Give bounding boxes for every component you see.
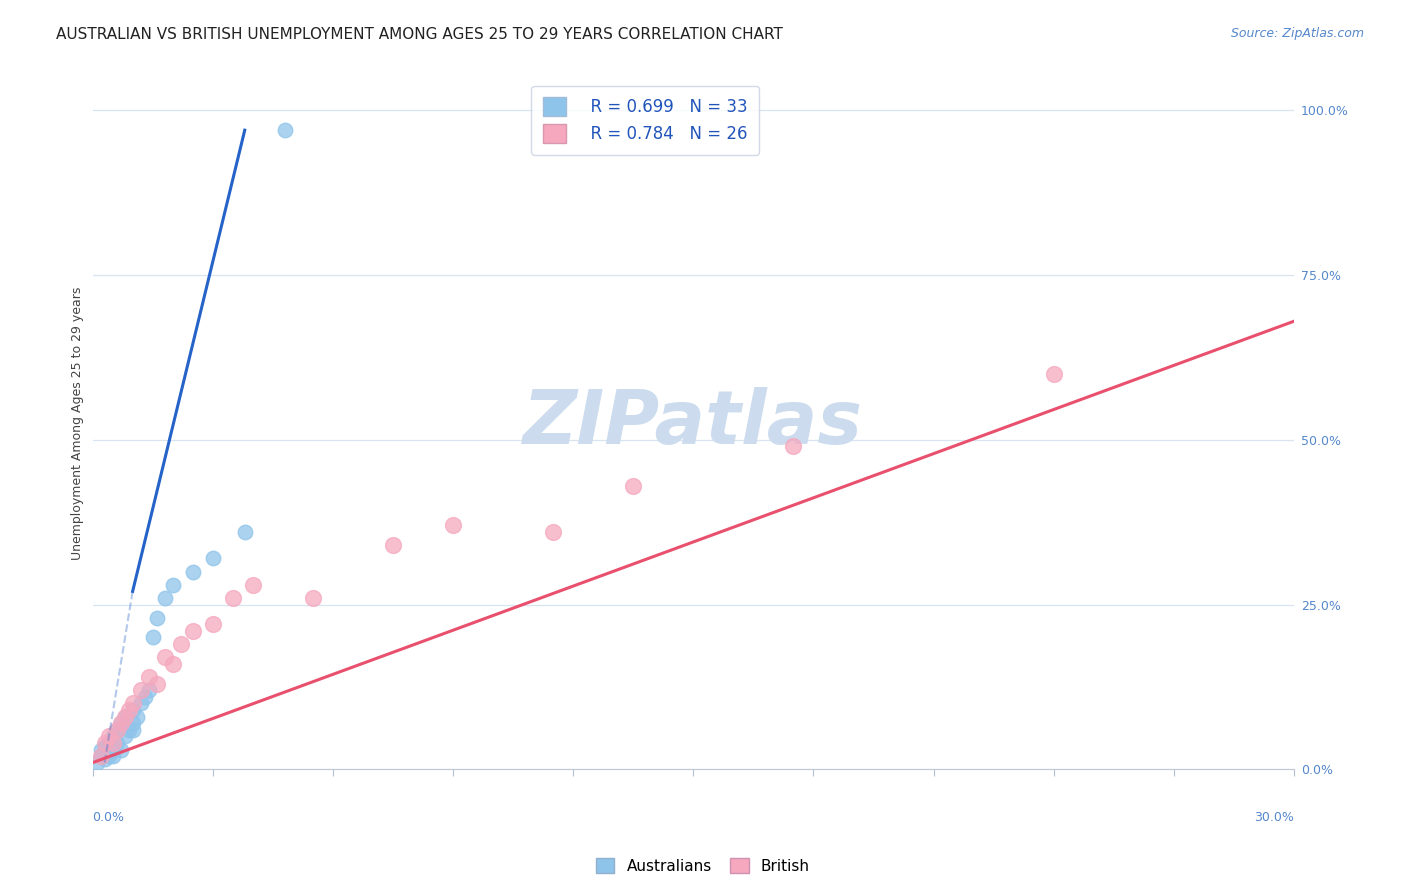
Point — [301, 591, 323, 605]
Point — [125, 709, 148, 723]
Point — [121, 697, 143, 711]
Point — [242, 578, 264, 592]
Point — [181, 565, 204, 579]
Point — [138, 683, 160, 698]
Point — [93, 736, 115, 750]
Point — [110, 716, 132, 731]
Point — [97, 729, 120, 743]
Point — [110, 716, 132, 731]
Point — [93, 739, 115, 754]
Point — [117, 703, 139, 717]
Point — [105, 723, 128, 737]
Point — [129, 697, 152, 711]
Legend: Australians, British: Australians, British — [591, 852, 815, 880]
Point — [93, 746, 115, 760]
Point — [117, 723, 139, 737]
Point — [101, 729, 124, 743]
Point — [222, 591, 245, 605]
Point — [114, 709, 136, 723]
Y-axis label: Unemployment Among Ages 25 to 29 years: Unemployment Among Ages 25 to 29 years — [72, 286, 84, 560]
Point — [170, 637, 193, 651]
Point — [274, 123, 297, 137]
Point — [121, 703, 143, 717]
Point — [142, 631, 165, 645]
Point — [129, 683, 152, 698]
Point — [90, 749, 112, 764]
Point — [121, 723, 143, 737]
Point — [145, 611, 167, 625]
Point — [101, 742, 124, 756]
Point — [101, 749, 124, 764]
Point — [1042, 367, 1064, 381]
Point — [181, 624, 204, 638]
Point — [97, 736, 120, 750]
Point — [441, 518, 464, 533]
Point — [145, 676, 167, 690]
Point — [153, 650, 176, 665]
Point — [201, 551, 224, 566]
Point — [93, 752, 115, 766]
Point — [105, 736, 128, 750]
Point — [201, 617, 224, 632]
Point — [134, 690, 156, 704]
Point — [162, 578, 184, 592]
Point — [105, 723, 128, 737]
Point — [233, 524, 256, 539]
Text: ZIPatlas: ZIPatlas — [523, 387, 863, 460]
Text: AUSTRALIAN VS BRITISH UNEMPLOYMENT AMONG AGES 25 TO 29 YEARS CORRELATION CHART: AUSTRALIAN VS BRITISH UNEMPLOYMENT AMONG… — [56, 27, 783, 42]
Text: 0.0%: 0.0% — [93, 811, 125, 824]
Point — [97, 749, 120, 764]
Text: 30.0%: 30.0% — [1254, 811, 1294, 824]
Point — [782, 439, 804, 453]
Point — [381, 538, 404, 552]
Point — [621, 479, 644, 493]
Point — [153, 591, 176, 605]
Point — [138, 670, 160, 684]
Point — [541, 524, 564, 539]
Point — [90, 742, 112, 756]
Point — [121, 716, 143, 731]
Point — [114, 709, 136, 723]
Point — [101, 736, 124, 750]
Point — [86, 756, 108, 770]
Point — [90, 749, 112, 764]
Point — [110, 742, 132, 756]
Legend:   R = 0.699   N = 33,   R = 0.784   N = 26: R = 0.699 N = 33, R = 0.784 N = 26 — [531, 86, 759, 155]
Point — [162, 657, 184, 671]
Point — [114, 729, 136, 743]
Text: Source: ZipAtlas.com: Source: ZipAtlas.com — [1230, 27, 1364, 40]
